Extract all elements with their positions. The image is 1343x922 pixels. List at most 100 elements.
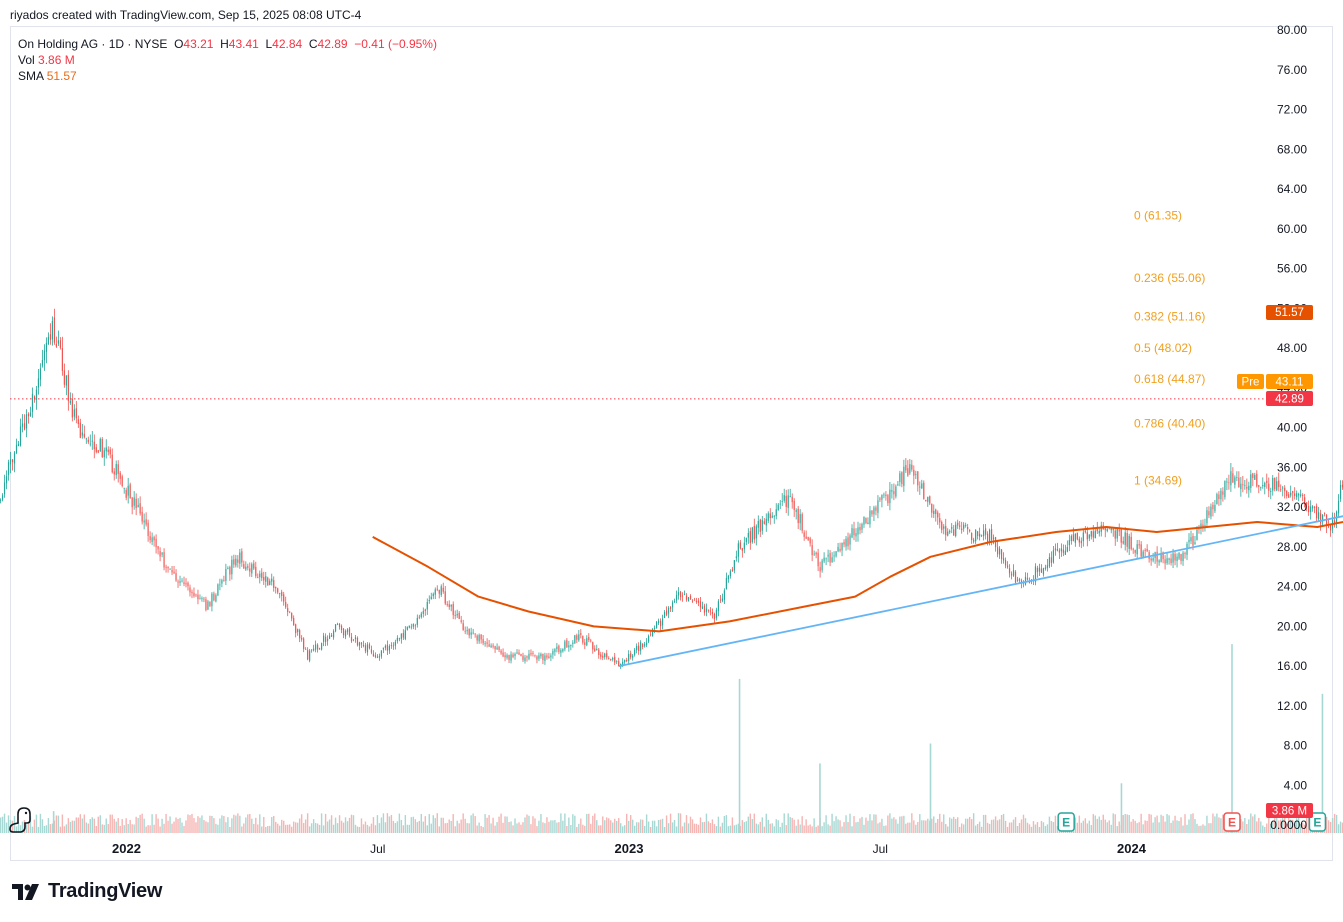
volume-bar bbox=[1078, 815, 1081, 833]
tradingview-logo-icon bbox=[12, 883, 39, 900]
candle-body bbox=[1114, 530, 1116, 539]
candle-body bbox=[729, 571, 731, 577]
candle-body bbox=[1070, 536, 1072, 541]
price-tick-label: 60.00 bbox=[1277, 222, 1307, 236]
volume-bar bbox=[621, 826, 624, 833]
volume-bar bbox=[867, 820, 869, 833]
fib-retracement[interactable]: 0 (61.35) 0.236 (55.06) 0.382 (51.16) 0.5 (… bbox=[1134, 208, 1343, 487]
legend-symbol[interactable]: On Holding AG · 1D · NYSE bbox=[18, 37, 168, 51]
volume-bar bbox=[552, 820, 554, 833]
candle-body bbox=[947, 531, 949, 536]
volume-bar bbox=[43, 826, 46, 833]
volume-bar bbox=[564, 813, 566, 833]
volume-bar bbox=[526, 814, 528, 833]
volume-bar bbox=[374, 825, 377, 833]
volume-bar bbox=[693, 823, 696, 833]
candle-body bbox=[536, 656, 538, 660]
volume-bar bbox=[845, 815, 847, 833]
candle-body bbox=[1174, 553, 1176, 561]
volume-bar bbox=[207, 822, 209, 833]
volume-bar bbox=[298, 818, 301, 833]
candle-body bbox=[1230, 471, 1232, 486]
volume-bar bbox=[1024, 818, 1027, 833]
volume-bar bbox=[1028, 824, 1031, 833]
volume-bar bbox=[406, 824, 409, 833]
volume-bar bbox=[1331, 818, 1334, 833]
candle-body bbox=[35, 389, 38, 401]
volume-bar bbox=[476, 825, 478, 833]
volume-bar bbox=[568, 817, 570, 833]
volume-bar bbox=[1116, 826, 1118, 833]
volume-bar bbox=[653, 820, 656, 833]
candle-body bbox=[231, 559, 233, 575]
volume-bar bbox=[1256, 821, 1258, 833]
candle-body bbox=[959, 525, 961, 527]
candle-body bbox=[715, 609, 718, 619]
volume-bar bbox=[771, 823, 773, 833]
volume-bar bbox=[705, 813, 708, 833]
volume-bar bbox=[895, 819, 897, 833]
volume-bar bbox=[643, 825, 646, 833]
candle-body bbox=[743, 542, 745, 550]
dino-icon[interactable] bbox=[8, 806, 34, 834]
candle-body bbox=[410, 626, 412, 628]
candle-body bbox=[203, 598, 205, 600]
candle-body bbox=[1256, 473, 1258, 487]
volume-bar bbox=[1100, 819, 1102, 833]
earnings-marker-box bbox=[1057, 812, 1075, 832]
volume-bar bbox=[604, 820, 606, 833]
axes: 80.0076.0072.0068.0064.0060.0056.0052.00… bbox=[112, 23, 1307, 856]
volume-bar bbox=[269, 825, 271, 833]
candle-body bbox=[945, 526, 947, 536]
candle-body bbox=[1084, 531, 1086, 533]
volume-bar bbox=[518, 822, 520, 833]
volume-bar bbox=[847, 822, 849, 833]
price-tick-label: 36.00 bbox=[1277, 460, 1307, 474]
candle-body bbox=[1316, 506, 1318, 519]
volume-bar bbox=[1206, 815, 1208, 833]
candle-body bbox=[414, 625, 416, 627]
volume-bar bbox=[566, 825, 568, 833]
volume-bar bbox=[1056, 826, 1059, 833]
volume-bar bbox=[336, 823, 339, 833]
candle-body bbox=[1162, 552, 1164, 560]
candle-body bbox=[217, 584, 219, 596]
chart-frame bbox=[10, 26, 1333, 861]
candle-body bbox=[448, 604, 450, 608]
volume-bar bbox=[1002, 813, 1005, 833]
candle-body bbox=[135, 498, 137, 509]
candle-body bbox=[29, 412, 32, 416]
volume-bar bbox=[1200, 825, 1202, 833]
volume-bar bbox=[1150, 814, 1152, 833]
volume-bar bbox=[1172, 820, 1174, 833]
legend-volume-row[interactable]: Vol 3.86 M bbox=[18, 52, 437, 68]
candle-body bbox=[111, 454, 113, 473]
volume-bar bbox=[913, 820, 915, 833]
volume-bar bbox=[1106, 822, 1108, 833]
volume-bar bbox=[612, 822, 614, 833]
volume-bar bbox=[677, 813, 680, 833]
candle-body bbox=[1202, 524, 1204, 528]
volume-bar bbox=[1182, 825, 1184, 833]
volume-bar bbox=[111, 814, 113, 833]
legend-sma-row[interactable]: SMA 51.57 bbox=[18, 68, 437, 84]
candle-body bbox=[663, 612, 666, 618]
candle-body bbox=[466, 630, 468, 632]
candle-body bbox=[865, 518, 867, 524]
candle-body bbox=[1188, 539, 1190, 543]
volume-bar bbox=[502, 822, 504, 833]
volume-bar bbox=[560, 813, 562, 833]
volume-bar bbox=[334, 817, 337, 833]
tradingview-logo[interactable]: TradingView bbox=[12, 880, 162, 903]
fib-level-label: 1 (34.69) bbox=[1134, 473, 1182, 487]
candle-body bbox=[322, 635, 325, 642]
volume-bar bbox=[661, 818, 664, 833]
candle-body bbox=[624, 659, 626, 663]
price-tick-label: 64.00 bbox=[1277, 182, 1307, 196]
volume-bar bbox=[907, 822, 909, 833]
volume-bar bbox=[360, 818, 363, 833]
volume-bar bbox=[167, 820, 169, 833]
earnings-marker-label: E bbox=[1313, 816, 1321, 830]
candle-body bbox=[332, 631, 335, 638]
